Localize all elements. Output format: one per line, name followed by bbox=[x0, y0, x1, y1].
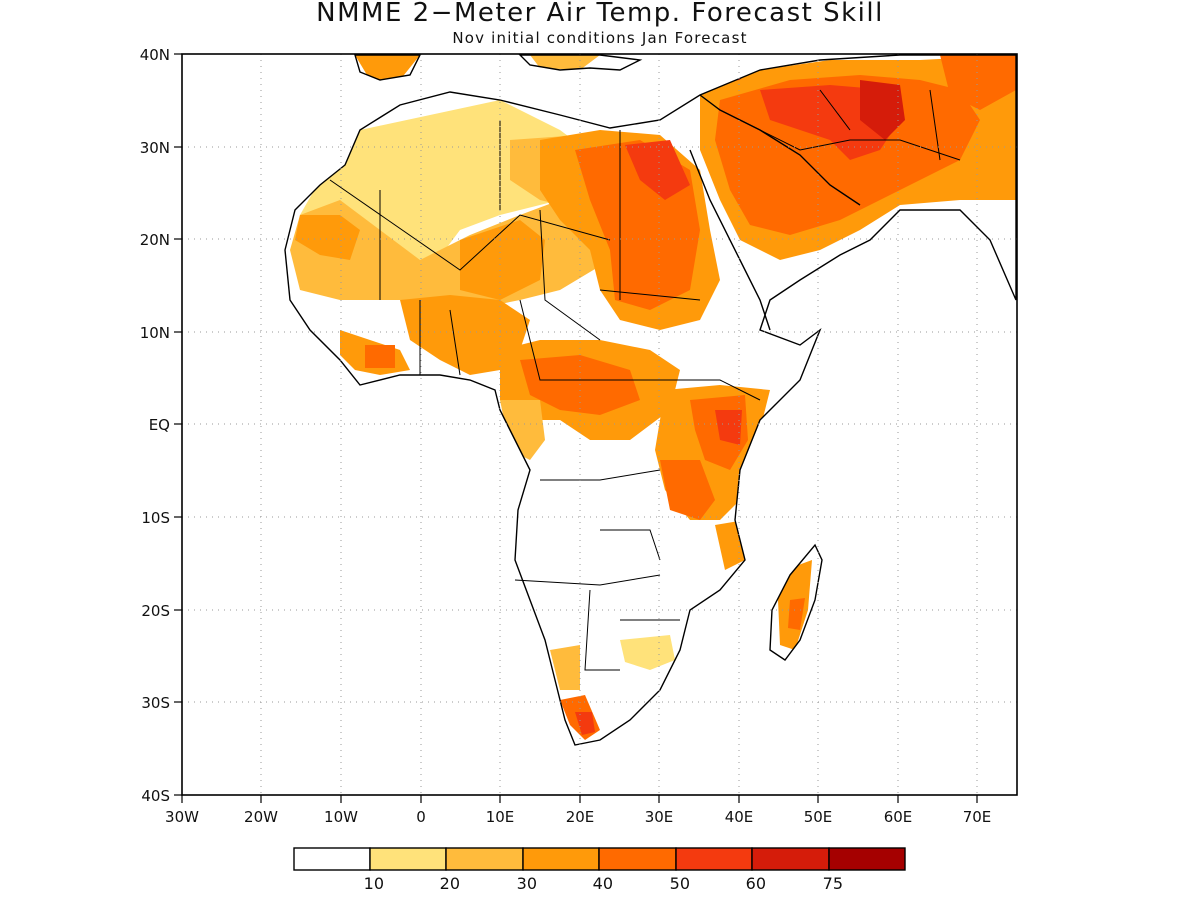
colorbar-swatch bbox=[751, 847, 830, 871]
lat-label: 40S bbox=[141, 787, 170, 805]
colorbar-swatch bbox=[445, 847, 524, 871]
lat-label: 30N bbox=[140, 139, 170, 157]
lon-label: 10E bbox=[486, 808, 515, 826]
colorbar-label: 20 bbox=[440, 874, 460, 893]
lat-label: 10S bbox=[141, 509, 170, 527]
lon-label: 10W bbox=[324, 808, 358, 826]
lon-axis: 30W 20W 10W 0 10E 20E 30E 40E 50E 60E 70… bbox=[165, 808, 991, 826]
colorbar-label: 60 bbox=[746, 874, 766, 893]
colorbar-swatch bbox=[369, 847, 447, 871]
lon-label: 50E bbox=[804, 808, 833, 826]
map-subtitle: Nov initial conditions Jan Forecast bbox=[452, 29, 748, 47]
lon-label: 70E bbox=[963, 808, 992, 826]
colorbar-swatch bbox=[293, 847, 371, 871]
colorbar-swatch bbox=[522, 847, 600, 871]
colorbar-label: 10 bbox=[364, 874, 384, 893]
lat-label: 20N bbox=[140, 231, 170, 249]
skill-shading bbox=[290, 55, 1016, 740]
lat-label: 20S bbox=[141, 602, 170, 620]
colorbar-swatch bbox=[675, 847, 753, 871]
colorbar-label: 30 bbox=[517, 874, 537, 893]
colorbar-swatch bbox=[598, 847, 677, 871]
colorbar-label: 50 bbox=[670, 874, 690, 893]
lat-label: 40N bbox=[140, 46, 170, 64]
lon-label: 40E bbox=[725, 808, 754, 826]
lon-label: 30W bbox=[165, 808, 199, 826]
lon-label: 60E bbox=[884, 808, 913, 826]
colorbar-label: 75 bbox=[823, 874, 843, 893]
colorbar-swatch bbox=[828, 847, 906, 871]
lon-label: 20W bbox=[244, 808, 278, 826]
lat-label: EQ bbox=[149, 416, 170, 434]
axis-ticks bbox=[174, 53, 978, 803]
lon-label: 30E bbox=[645, 808, 674, 826]
colorbar-label: 40 bbox=[593, 874, 613, 893]
colorbar: 10 20 30 40 50 60 75 bbox=[293, 847, 906, 893]
lon-label: 0 bbox=[416, 808, 426, 826]
lat-axis: 40N 30N 20N 10N EQ 10S 20S 30S 40S bbox=[140, 46, 170, 805]
map-title: NMME 2−Meter Air Temp. Forecast Skill bbox=[316, 0, 884, 28]
lat-label: 30S bbox=[141, 694, 170, 712]
lon-label: 20E bbox=[566, 808, 595, 826]
lat-label: 10N bbox=[140, 324, 170, 342]
coastlines bbox=[284, 54, 1017, 746]
